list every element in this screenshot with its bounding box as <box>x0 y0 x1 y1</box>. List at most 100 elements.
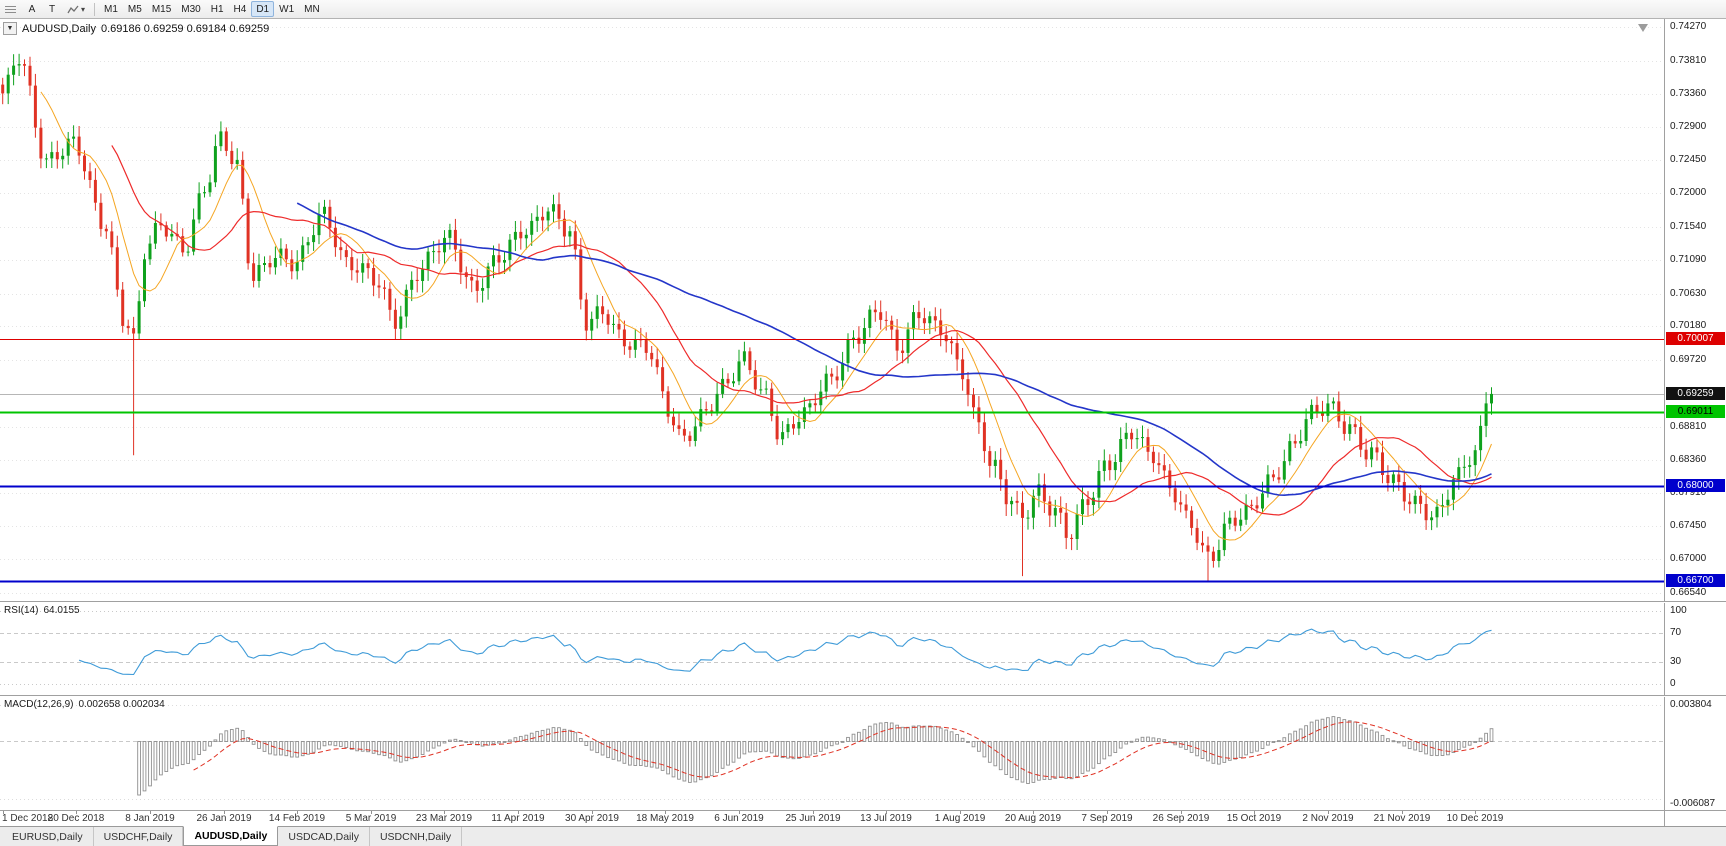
y-axis-label: 0.71090 <box>1670 254 1707 265</box>
macd-indicator-panel[interactable]: MACD(12,26,9) 0.002658 0.002034 0.003804… <box>0 695 1726 810</box>
rsi-axis-label: 0 <box>1670 678 1676 689</box>
time-axis-tick <box>1402 811 1403 814</box>
price-axis[interactable]: 0.74270 0.73810 0.73360 0.72900 0.72450 0.720… <box>1664 19 1726 601</box>
price-chart-panel[interactable]: ▼ AUDUSD,Daily 0.69186 0.69259 0.69184 0… <box>0 19 1726 601</box>
time-axis-label: 10 Dec 2019 <box>1446 813 1504 824</box>
time-axis-label: 21 Nov 2019 <box>1373 813 1431 824</box>
macd-chart-canvas[interactable] <box>0 697 1664 811</box>
time-axis-label: 26 Sep 2019 <box>1152 813 1210 824</box>
tab-eurusd[interactable]: EURUSD,Daily <box>2 827 94 846</box>
time-axis-tick <box>960 811 961 814</box>
rsi-indicator-panel[interactable]: RSI(14) 64.0155 100 70 30 0 <box>0 601 1726 695</box>
rsi-axis-label: 100 <box>1670 605 1687 616</box>
time-axis-label: 1 Dec 2018 <box>2 813 54 824</box>
tool-t-button[interactable]: T <box>48 3 56 15</box>
y-axis-label: 0.70180 <box>1670 320 1707 331</box>
time-axis-label: 20 Dec 2018 <box>47 813 105 824</box>
time-axis-label: 8 Jan 2019 <box>125 813 175 824</box>
time-axis-label: 23 Mar 2019 <box>415 813 473 824</box>
macd-label: MACD(12,26,9) 0.002658 0.002034 <box>4 699 165 710</box>
rsi-axis-label: 30 <box>1670 656 1682 667</box>
macd-name: MACD(12,26,9) <box>4 699 74 710</box>
toolbar-grip-icon[interactable] <box>5 5 16 13</box>
time-axis-tick <box>813 811 814 814</box>
timeframe-m15-button[interactable]: M15 <box>151 3 172 15</box>
price-level-tag: 0.70007 <box>1666 332 1725 345</box>
time-axis-tick <box>665 811 666 814</box>
timeframe-w1-button[interactable]: W1 <box>279 3 295 15</box>
rsi-label: RSI(14) 64.0155 <box>4 605 80 616</box>
timeframe-m1-button[interactable]: M1 <box>104 3 118 15</box>
time-axis-label: 26 Jan 2019 <box>196 813 252 824</box>
timeframe-m5-button[interactable]: M5 <box>127 3 142 15</box>
rsi-name: RSI(14) <box>4 605 39 616</box>
y-axis-label: 0.67000 <box>1670 553 1707 564</box>
y-axis-label: 0.70630 <box>1670 288 1707 299</box>
time-axis-label: 6 Jun 2019 <box>714 813 764 824</box>
time-axis-tick <box>371 811 372 814</box>
y-axis-label: 0.68360 <box>1670 454 1707 465</box>
macd-axis[interactable]: 0.003804 -0.006087 <box>1664 697 1726 810</box>
time-axis-corner <box>1664 811 1726 826</box>
y-axis-label: 0.73360 <box>1670 88 1707 99</box>
y-axis-label: 0.67910 <box>1670 487 1707 498</box>
tool-a-button[interactable]: A <box>28 3 36 15</box>
timeframe-h1-button[interactable]: H1 <box>210 3 224 15</box>
y-axis-label: 0.71540 <box>1670 221 1707 232</box>
y-axis-label: 0.68810 <box>1670 421 1707 432</box>
tab-usdcad[interactable]: USDCAD,Daily <box>278 827 370 846</box>
rsi-value: 64.0155 <box>43 605 80 616</box>
toolbar-separator <box>94 2 96 16</box>
time-axis-tick <box>886 811 887 814</box>
macd-axis-min-label: -0.006087 <box>1670 798 1716 809</box>
timeframes-group: M1 M5 M15 M30 H1 H4 D1 W1 MN <box>99 1 325 17</box>
timeframe-mn-button[interactable]: MN <box>304 3 320 15</box>
time-axis-label: 20 Aug 2019 <box>1004 813 1062 824</box>
time-axis-label: 14 Feb 2019 <box>268 813 326 824</box>
time-axis-label: 30 Apr 2019 <box>565 813 619 824</box>
tab-usdchf[interactable]: USDCHF,Daily <box>94 827 184 846</box>
price-chart-canvas[interactable] <box>0 19 1664 601</box>
chart-symbol-label: AUDUSD,Daily <box>22 22 96 35</box>
time-axis-tick <box>297 811 298 814</box>
price-level-tag: 0.66700 <box>1666 574 1725 587</box>
chart-tabs-bar: EURUSD,Daily USDCHF,Daily AUDUSD,Daily USDC… <box>0 826 1726 846</box>
y-axis-label: 0.66540 <box>1670 587 1707 598</box>
time-axis-label: 5 Mar 2019 <box>345 813 397 824</box>
time-axis-tick <box>1328 811 1329 814</box>
time-axis-tick <box>3 811 4 814</box>
timeframe-d1-button[interactable]: D1 <box>251 1 275 17</box>
time-axis-label: 15 Oct 2019 <box>1226 813 1282 824</box>
rsi-axis-label: 70 <box>1670 627 1682 638</box>
time-axis-tick <box>1475 811 1476 814</box>
rsi-axis[interactable]: 100 70 30 0 <box>1664 603 1726 695</box>
time-axis-tick <box>444 811 445 814</box>
time-axis[interactable]: 1 Dec 2018 20 Dec 2018 8 Jan 2019 26 Jan 20… <box>0 810 1726 826</box>
time-axis-tick <box>1254 811 1255 814</box>
one-click-trading-toggle[interactable]: ▼ <box>3 22 17 35</box>
rsi-chart-canvas[interactable] <box>0 603 1664 696</box>
time-axis-tick <box>224 811 225 814</box>
tab-audusd[interactable]: AUDUSD,Daily <box>183 826 279 846</box>
time-axis-tick <box>1181 811 1182 814</box>
y-axis-label: 0.72000 <box>1670 187 1707 198</box>
time-axis-label: 7 Sep 2019 <box>1081 813 1133 824</box>
y-axis-label: 0.67450 <box>1670 520 1707 531</box>
time-axis-label: 11 Apr 2019 <box>491 813 545 824</box>
chart-style-button[interactable]: ▾ <box>62 1 90 17</box>
timeframe-h4-button[interactable]: H4 <box>233 3 247 15</box>
y-axis-label: 0.73810 <box>1670 55 1707 66</box>
y-axis-label: 0.72900 <box>1670 121 1707 132</box>
time-axis-tick <box>150 811 151 814</box>
y-axis-label: 0.72450 <box>1670 154 1707 165</box>
tab-usdcnh[interactable]: USDCNH,Daily <box>370 827 463 846</box>
current-price-tag: 0.69259 <box>1666 387 1725 400</box>
time-axis-tick <box>1033 811 1034 814</box>
time-axis-tick <box>592 811 593 814</box>
time-axis-label: 18 May 2019 <box>636 813 694 824</box>
timeframe-m30-button[interactable]: M30 <box>181 3 201 15</box>
y-axis-label: 0.74270 <box>1670 21 1707 32</box>
